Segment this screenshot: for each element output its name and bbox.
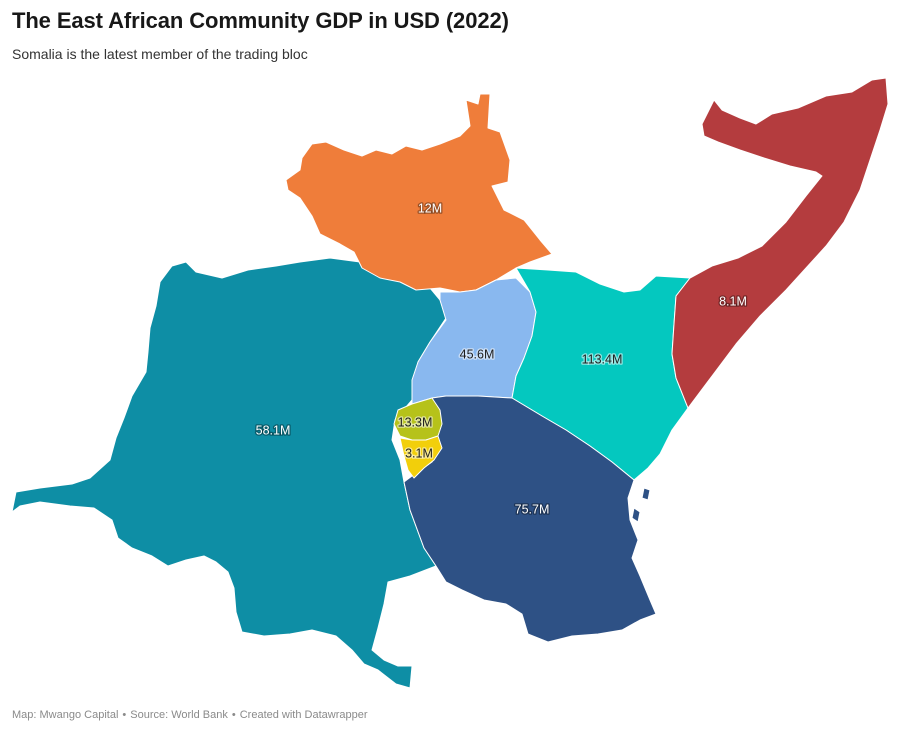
source-credit: Source: World Bank <box>130 709 228 721</box>
region-label-kenya: 113.4M <box>582 352 623 366</box>
region-label-drc: 58.1M <box>256 423 291 437</box>
footer-separator: • <box>231 709 236 721</box>
region-somalia[interactable] <box>671 77 889 409</box>
footer-credits: Map: Mwango Capital • Source: World Bank • C… <box>12 709 368 721</box>
region-drc[interactable] <box>11 257 447 689</box>
region-label-uganda: 45.6M <box>460 347 495 361</box>
region-label-tanzania: 75.7M <box>515 502 550 516</box>
footer-separator: • <box>122 709 127 721</box>
region-label-somalia: 8.1M <box>719 294 747 308</box>
choropleth-map: 58.1M 12M 45.6M 113.4M 8.1M 75.7M 13.3M … <box>0 68 900 698</box>
region-tanzania-islands <box>631 487 651 523</box>
map-svg: 58.1M 12M 45.6M 113.4M 8.1M 75.7M 13.3M … <box>11 77 889 689</box>
region-tanzania[interactable] <box>403 395 657 643</box>
region-label-burundi: 3.1M <box>405 446 433 460</box>
map-credit: Map: Mwango Capital <box>12 709 119 721</box>
region-south-sudan[interactable] <box>285 93 553 293</box>
region-burundi[interactable] <box>399 435 443 479</box>
created-with-credit: Created with Datawrapper <box>239 709 368 721</box>
page-subtitle: Somalia is the latest member of the trad… <box>12 46 308 62</box>
region-label-rwanda: 13.3M <box>398 415 433 429</box>
page-title: The East African Community GDP in USD (2… <box>12 8 509 33</box>
region-label-south-sudan: 12M <box>418 201 442 215</box>
region-kenya[interactable] <box>511 267 691 481</box>
